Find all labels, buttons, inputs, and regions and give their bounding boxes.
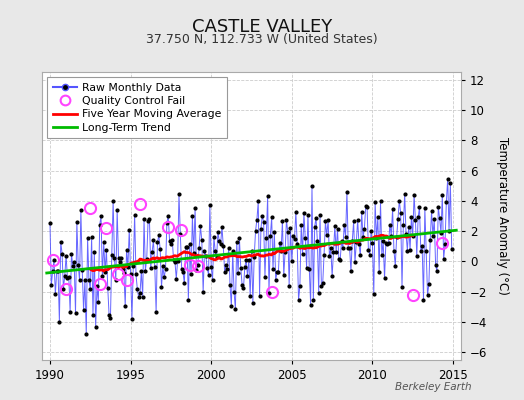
Text: CASTLE VALLEY: CASTLE VALLEY bbox=[192, 18, 332, 36]
Legend: Raw Monthly Data, Quality Control Fail, Five Year Moving Average, Long-Term Tren: Raw Monthly Data, Quality Control Fail, … bbox=[47, 78, 227, 138]
Text: Berkeley Earth: Berkeley Earth bbox=[395, 382, 472, 392]
Y-axis label: Temperature Anomaly (°C): Temperature Anomaly (°C) bbox=[496, 137, 509, 295]
Text: 37.750 N, 112.733 W (United States): 37.750 N, 112.733 W (United States) bbox=[146, 33, 378, 46]
